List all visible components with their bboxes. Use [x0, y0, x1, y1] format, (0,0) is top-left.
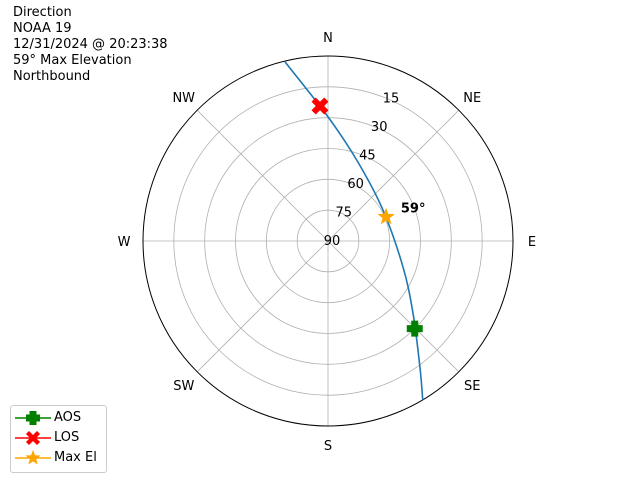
grid-spoke — [327, 240, 460, 373]
max-elevation-annotation: 59° — [401, 202, 426, 217]
legend: AOS LOS Max El — [10, 405, 107, 473]
legend-label: Max El — [54, 450, 97, 465]
pass-track — [284, 61, 424, 400]
los-marker — [311, 97, 329, 115]
legend-item-aos: AOS — [11, 408, 106, 428]
info-satellite: NOAA 19 — [13, 21, 72, 36]
pass-info: Direction NOAA 19 12/31/2024 @ 20:23:38 … — [13, 5, 168, 85]
radial-tick-label: 30 — [371, 120, 388, 135]
radial-tick-label: 45 — [359, 149, 376, 164]
info-title: Direction — [13, 5, 72, 20]
legend-item-max-el: Max El — [11, 448, 106, 468]
direction-label-n: N — [323, 31, 333, 46]
direction-label-s: S — [324, 439, 332, 454]
grid-spoke — [327, 109, 460, 242]
direction-label-se: SE — [464, 379, 480, 394]
direction-label-ne: NE — [463, 91, 481, 106]
radial-tick-label: 75 — [336, 206, 353, 221]
legend-item-los: LOS — [11, 428, 106, 448]
radial-tick-label: 90 — [324, 234, 341, 249]
aos-legend-marker-icon — [15, 411, 51, 425]
info-direction: Northbound — [13, 69, 91, 84]
outer-circle — [142, 55, 514, 427]
info-max-elevation: 59° Max Elevation — [13, 53, 132, 68]
radial-tick-label: 15 — [383, 92, 400, 107]
grid-spoke — [196, 240, 329, 373]
los-legend-marker-icon — [15, 430, 51, 446]
grid-spoke — [196, 109, 329, 242]
x-shape — [311, 97, 329, 115]
direction-label-nw: NW — [172, 91, 195, 106]
legend-label: LOS — [54, 430, 80, 445]
info-datetime: 12/31/2024 @ 20:23:38 — [13, 37, 168, 52]
direction-label-w: W — [118, 235, 131, 250]
direction-label-sw: SW — [173, 379, 194, 394]
direction-label-e: E — [528, 235, 536, 250]
legend-label: AOS — [54, 410, 82, 425]
aos-marker — [406, 320, 423, 337]
max-el-marker — [377, 207, 395, 225]
radial-tick-label: 60 — [347, 177, 364, 192]
max-el-legend-marker-icon — [15, 450, 51, 465]
